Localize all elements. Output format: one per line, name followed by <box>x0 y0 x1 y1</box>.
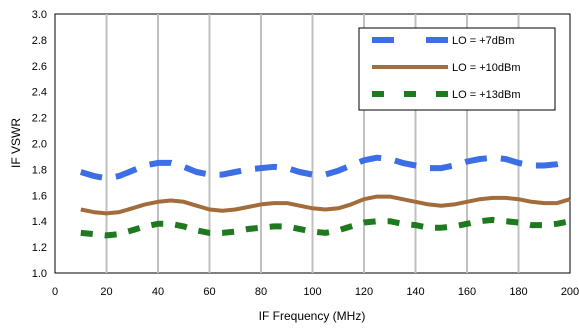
series-layer <box>79 154 571 239</box>
x-tick-label: 100 <box>303 286 321 298</box>
x-tick-label: 20 <box>100 286 112 298</box>
y-tick-label: 2.4 <box>32 87 47 99</box>
legend-items: LO = +7dBm LO = +10dBm LO = +13dBm <box>372 35 521 101</box>
x-tick-label: 140 <box>406 286 424 298</box>
series-line-2 <box>80 194 571 216</box>
x-tick-label: 200 <box>561 286 579 298</box>
x-tick-label: 180 <box>509 286 527 298</box>
y-tick-label: 1.0 <box>32 268 47 280</box>
x-tick-label: 80 <box>255 286 267 298</box>
legend-label-1: LO = +7dBm <box>452 35 514 47</box>
y-tick-label: 2.8 <box>32 35 47 47</box>
x-tick-label: 0 <box>52 286 58 298</box>
x-tick-label: 160 <box>458 286 476 298</box>
y-tick-label: 1.8 <box>32 164 47 176</box>
legend-label-2: LO = +10dBm <box>452 62 521 74</box>
legend-label-3: LO = +13dBm <box>452 89 521 101</box>
y-tick-label: 2.2 <box>32 113 47 125</box>
y-tick-label: 1.6 <box>32 190 47 202</box>
y-tick-label: 2.6 <box>32 61 47 73</box>
x-tick-label: 60 <box>203 286 215 298</box>
y-tick-label: 2.0 <box>32 139 47 151</box>
x-tick-label: 40 <box>152 286 164 298</box>
y-tick-label: 1.2 <box>32 242 47 254</box>
x-tick-labels: 0 20 40 60 80 100 120 140 160 180 200 <box>52 286 579 298</box>
y-tick-label: 1.4 <box>32 216 47 228</box>
x-tick-label: 120 <box>355 286 373 298</box>
y-axis-title: IF VSWR <box>9 118 23 168</box>
legend: LO = +7dBm LO = +10dBm LO = +13dBm <box>358 27 556 111</box>
y-tick-label: 3.0 <box>32 9 47 21</box>
y-tick-labels: 1.0 1.2 1.4 1.6 1.8 2.0 2.2 2.4 2.6 2.8 3.0 <box>32 9 47 280</box>
series-line-3 <box>80 216 571 239</box>
x-axis-title: IF Frequency (MHz) <box>259 309 366 323</box>
series-line-1 <box>79 154 571 182</box>
